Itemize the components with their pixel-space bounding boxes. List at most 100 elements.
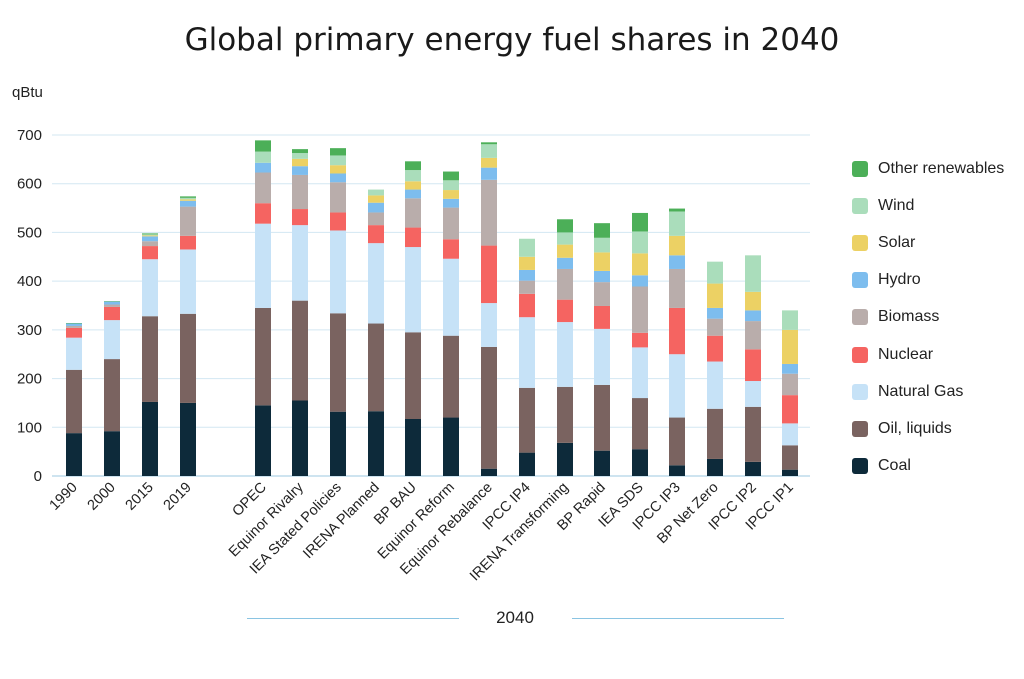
y-tick-label: 0 [34, 468, 42, 485]
bar-segment [782, 373, 798, 396]
legend-swatch [852, 272, 868, 289]
bar-segment [255, 307, 271, 406]
bar-segment [292, 400, 308, 476]
bar-segment [782, 469, 798, 476]
bar-segment [405, 170, 421, 182]
bar-segment [255, 172, 271, 204]
bar-segment [669, 354, 685, 418]
bar-segment [745, 349, 761, 382]
bar-segment [66, 433, 82, 476]
bar-segment [443, 239, 459, 259]
bar-segment [707, 335, 723, 362]
bar-segment [707, 458, 723, 476]
bar-segment [632, 347, 648, 399]
bar-segment [481, 179, 497, 246]
y-tick-label: 100 [17, 419, 42, 436]
bar-segment [142, 401, 158, 476]
bar-segment [782, 329, 798, 364]
bar-segment [481, 245, 497, 304]
bar-segment [669, 208, 685, 212]
bar-segment [443, 207, 459, 240]
bar-segment [255, 223, 271, 308]
bar-segment [745, 381, 761, 407]
bar-segment [443, 198, 459, 208]
bar-segment [745, 321, 761, 350]
legend-swatch [852, 420, 868, 437]
bar-segment [782, 363, 798, 374]
bar-segment [632, 212, 648, 232]
legend-label: Nuclear [878, 345, 934, 363]
bar-segment [632, 449, 648, 476]
bar-segment [66, 327, 82, 338]
bar-segment [519, 238, 535, 257]
bar-segment [66, 323, 82, 326]
bar-segment [594, 270, 610, 283]
legend-item: Oil, liquids [852, 410, 1004, 447]
bar-segment [405, 161, 421, 171]
legend-label: Natural Gas [878, 382, 964, 400]
bar-segment [405, 189, 421, 199]
bar-segment [632, 286, 648, 333]
legend-item: Coal [852, 448, 1004, 485]
legend-swatch [852, 458, 868, 475]
bar-segment [443, 335, 459, 418]
bar-segment [330, 411, 346, 476]
bar-segment [557, 442, 573, 476]
bar-segment [292, 209, 308, 226]
bar-segment [443, 258, 459, 336]
bar-segment [180, 402, 196, 476]
bar-segment [632, 398, 648, 450]
group-line-right [572, 618, 784, 619]
bar-segment [707, 283, 723, 308]
bar-segment [292, 153, 308, 159]
bar-segment [142, 233, 158, 235]
bar-segment [330, 313, 346, 412]
bar-segment [481, 167, 497, 180]
bar-segment [292, 158, 308, 167]
bar-segment [707, 361, 723, 409]
bar-segment [368, 411, 384, 476]
y-tick-label: 500 [17, 224, 42, 241]
bar-segment [707, 261, 723, 284]
bar-segment [557, 386, 573, 443]
bar-segment [632, 275, 648, 287]
bar-segment [405, 198, 421, 228]
bar-segment [782, 310, 798, 330]
bar-segment [255, 140, 271, 152]
legend-label: Solar [878, 233, 916, 251]
legend-label: Coal [878, 457, 911, 475]
bar-segment [330, 165, 346, 174]
legend-label: Other renewables [878, 159, 1005, 177]
bar-segment [292, 166, 308, 175]
bar-segment [292, 174, 308, 210]
bar-segment [368, 243, 384, 324]
bar-segment [557, 257, 573, 269]
bar-segment [519, 452, 535, 476]
bar-segment [292, 225, 308, 301]
bar-segment [557, 232, 573, 245]
bar-segment [594, 282, 610, 306]
x-tick-label: 2000 [85, 480, 119, 514]
bar-segment [594, 252, 610, 271]
x-tick-label: 1990 [47, 480, 81, 514]
bar-segment [669, 465, 685, 476]
bar-segment [745, 310, 761, 322]
y-axis-label: qBtu [12, 84, 43, 101]
bar-segment [782, 395, 798, 424]
bar-segment [557, 244, 573, 258]
bar-segment [180, 249, 196, 314]
bar-segment [368, 202, 384, 213]
bar-segment [745, 291, 761, 311]
bar-segment [519, 280, 535, 294]
bar-segment [481, 303, 497, 347]
bar-segment [142, 241, 158, 247]
bar-segment [745, 255, 761, 292]
bar-segment [368, 225, 384, 244]
bar-segment [669, 255, 685, 269]
bar-segment [707, 318, 723, 336]
legend-swatch [852, 234, 868, 251]
bar-segment [707, 307, 723, 319]
bar-segment [519, 269, 535, 281]
bar-segment [180, 197, 196, 200]
legend-swatch [852, 197, 868, 214]
